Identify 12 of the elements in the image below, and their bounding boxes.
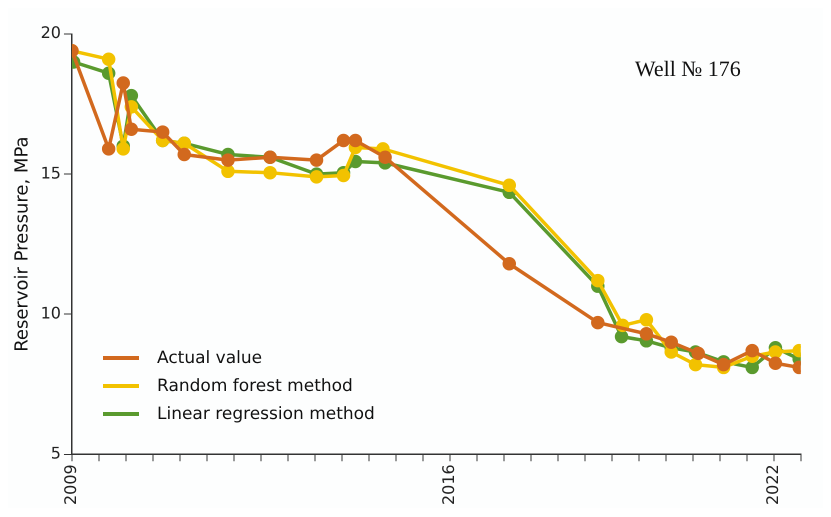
legend-label: Linear regression method (157, 404, 375, 424)
x-tick-label: 2022 (762, 464, 782, 505)
y-tick-label: 10 (40, 303, 61, 322)
legend-label: Actual value (157, 348, 262, 368)
y-tick-label: 5 (50, 443, 61, 462)
legend-label: Random forest method (157, 376, 353, 396)
y-tick-label: 20 (40, 23, 61, 42)
y-tick-label: 15 (40, 163, 61, 182)
annotation: Well № 176 (634, 56, 741, 81)
x-tick-label: 2016 (439, 464, 458, 505)
x-tick-label: 2009 (61, 464, 80, 505)
y-axis-title: Reservoir Pressure, MPa (11, 136, 32, 352)
